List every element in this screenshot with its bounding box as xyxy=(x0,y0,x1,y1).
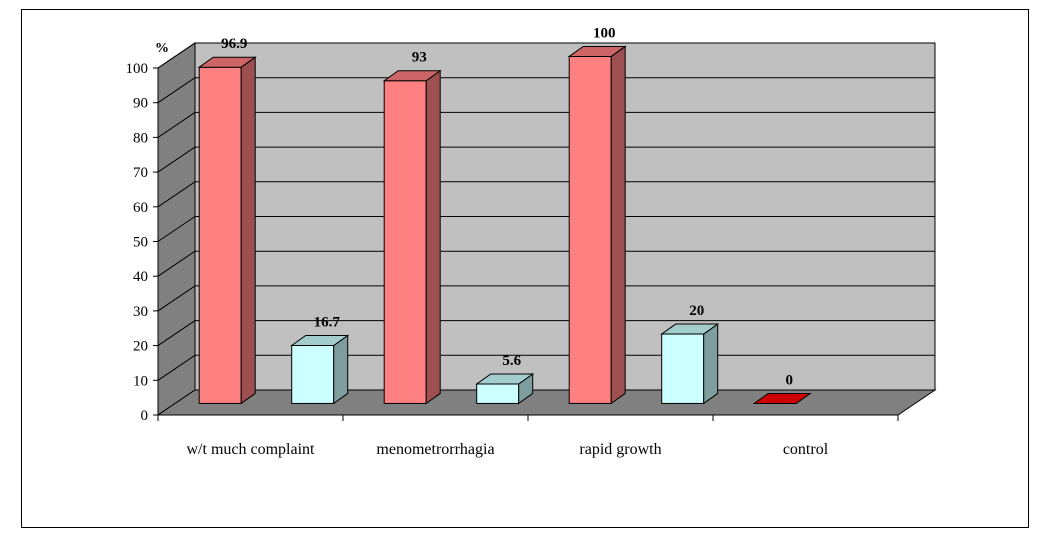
bar-side xyxy=(610,45,626,405)
gridline-side xyxy=(157,216,196,242)
data-labels: 96.9 16.7 93 5.6 100 20 0 xyxy=(221,25,793,388)
bar-top xyxy=(567,45,627,57)
y-tick-label: 50 xyxy=(133,235,148,251)
bar-front xyxy=(568,55,612,404)
x-tick-label: menometrorrhagia xyxy=(376,441,494,458)
bar-side xyxy=(333,334,349,405)
gridline-side xyxy=(157,181,196,208)
bar xyxy=(382,69,442,405)
data-label: 0 xyxy=(785,372,793,388)
y-tick-label: 10 xyxy=(133,373,148,389)
data-label: 96.9 xyxy=(221,36,247,52)
x-tick-label: w/t much complaint xyxy=(187,441,316,458)
y-tick-label: 60 xyxy=(133,200,148,216)
gridlines xyxy=(157,42,935,381)
floor xyxy=(156,389,937,416)
bar-front xyxy=(198,66,242,404)
bar-top xyxy=(197,56,257,68)
gridline-side xyxy=(157,320,196,347)
bar-top xyxy=(475,373,535,385)
bar-front xyxy=(476,383,520,404)
bar-side xyxy=(240,56,256,405)
bar-side xyxy=(425,69,441,405)
data-label: 5.6 xyxy=(502,353,521,369)
x-tick-label: rapid growth xyxy=(579,441,661,458)
y-tick-label: 100 xyxy=(126,61,149,77)
bar-front xyxy=(661,333,705,404)
gridline-side xyxy=(157,42,196,69)
data-label: 93 xyxy=(412,50,427,66)
gridline-side xyxy=(157,354,196,381)
bar xyxy=(752,392,812,404)
bar xyxy=(290,334,350,405)
data-label: 20 xyxy=(689,303,704,319)
y-unit-label: % xyxy=(155,41,169,56)
y-tick-label: 70 xyxy=(133,165,148,181)
bar xyxy=(567,45,627,405)
bar-top xyxy=(660,323,720,335)
bar-top xyxy=(290,334,350,346)
bar xyxy=(660,323,720,405)
y-tick-label: 40 xyxy=(133,269,148,285)
y-tick-label: 20 xyxy=(133,339,148,355)
bar-side xyxy=(703,323,719,405)
bars xyxy=(197,45,812,405)
bar xyxy=(475,373,535,405)
y-tick-label: 90 xyxy=(133,96,148,112)
gridline-side xyxy=(157,77,196,104)
bar-top xyxy=(382,70,442,82)
x-axis: w/t much complaint menometrorrhagia rapid … xyxy=(157,414,899,458)
gridline-side xyxy=(157,111,196,138)
chart-walls xyxy=(156,42,937,416)
data-label: 16.7 xyxy=(314,314,341,330)
gridline-side xyxy=(157,285,196,312)
y-axis: 0 10 20 30 40 50 60 70 80 90 100 xyxy=(126,61,159,424)
bar-top xyxy=(752,392,812,404)
x-tick-label: control xyxy=(783,441,829,458)
y-tick-label: 80 xyxy=(133,130,148,146)
data-label: 100 xyxy=(593,25,616,41)
gridline-side xyxy=(157,146,196,173)
gridline-side xyxy=(157,250,196,277)
bar-front xyxy=(291,344,335,404)
y-tick-label: 30 xyxy=(133,304,148,320)
bar-front xyxy=(383,80,427,404)
bar xyxy=(197,56,257,405)
y-tick-label: 0 xyxy=(141,408,149,424)
